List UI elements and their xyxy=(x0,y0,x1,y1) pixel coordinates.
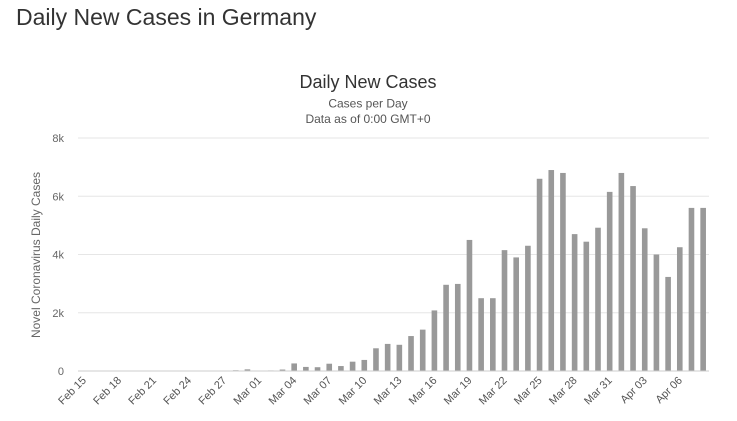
gridlines xyxy=(78,137,709,314)
bar xyxy=(571,234,578,371)
x-tick-label: Mar 10 xyxy=(337,375,370,408)
bar xyxy=(630,186,636,371)
bar xyxy=(548,170,555,371)
bar xyxy=(618,172,625,371)
x-tick-label: Apr 03 xyxy=(618,375,649,406)
bar xyxy=(466,239,473,371)
bar xyxy=(665,276,671,371)
bar xyxy=(595,227,601,371)
x-tick-label: Mar 01 xyxy=(232,375,265,408)
chart-subtitle-line-2: Data as of 0:00 GMT+0 xyxy=(305,112,430,126)
bar xyxy=(653,254,660,371)
x-tick-label: Feb 18 xyxy=(91,375,124,408)
bar xyxy=(408,336,414,371)
bar xyxy=(338,366,344,371)
x-tick-label: Feb 21 xyxy=(126,375,159,408)
bars xyxy=(174,170,706,371)
x-tick-label: Feb 15 xyxy=(56,375,89,408)
chart-subtitle-line-1: Cases per Day xyxy=(328,97,407,111)
y-tick-label: 8k xyxy=(52,133,64,145)
bar xyxy=(536,178,543,371)
bar xyxy=(244,369,251,371)
bar xyxy=(513,257,519,371)
bar xyxy=(396,344,403,371)
bar xyxy=(314,367,321,371)
page-title: Daily New Cases in Germany xyxy=(16,4,317,30)
x-tick-label: Mar 19 xyxy=(442,375,475,408)
x-tick-label: Mar 07 xyxy=(302,375,335,408)
bar xyxy=(431,310,438,371)
x-tick-label: Mar 31 xyxy=(582,375,615,408)
bar xyxy=(490,298,496,371)
y-axis-ticks: 0 2k 4k 6k 8k xyxy=(52,133,64,378)
bar xyxy=(688,207,695,371)
bar xyxy=(501,250,508,371)
bar xyxy=(525,245,531,371)
x-tick-label: Feb 24 xyxy=(161,375,194,408)
bar xyxy=(443,284,449,371)
bar xyxy=(303,366,309,371)
bar xyxy=(349,361,356,371)
bar xyxy=(454,283,461,371)
x-tick-label: Mar 25 xyxy=(512,375,545,408)
bar xyxy=(560,172,566,371)
x-tick-label: Feb 27 xyxy=(197,375,230,408)
x-tick-label: Mar 16 xyxy=(407,375,440,408)
bar xyxy=(676,247,683,371)
bar xyxy=(384,343,391,371)
y-axis-label: Novel Coronavirus Daily Cases xyxy=(29,172,43,338)
bar xyxy=(326,363,333,371)
chart-title: Daily New Cases xyxy=(299,72,436,92)
x-axis-ticks: Feb 15 Feb 18 Feb 21 Feb 24 Feb 27 Mar 01 Mar … xyxy=(56,375,685,408)
bar xyxy=(606,191,613,371)
bar xyxy=(583,241,590,371)
x-tick-label: Mar 28 xyxy=(547,375,580,408)
y-tick-label: 6k xyxy=(52,191,64,203)
bar xyxy=(419,329,426,371)
bar xyxy=(478,298,484,371)
bar xyxy=(291,363,297,371)
bar xyxy=(373,348,379,371)
y-tick-label: 4k xyxy=(52,250,64,262)
x-tick-label: Mar 22 xyxy=(477,375,510,408)
bar xyxy=(361,359,368,371)
y-tick-label: 2k xyxy=(52,308,64,320)
x-tick-label: Mar 13 xyxy=(372,375,405,408)
bar xyxy=(279,369,286,371)
x-tick-label: Apr 06 xyxy=(654,375,685,406)
x-tick-label: Mar 04 xyxy=(267,375,300,408)
bar xyxy=(641,228,648,371)
y-tick-label: 0 xyxy=(58,366,64,378)
bar xyxy=(700,207,706,371)
